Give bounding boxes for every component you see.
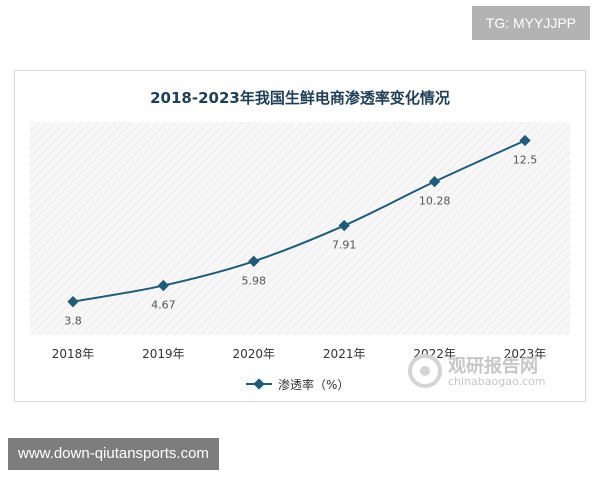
plot-area [30, 122, 570, 335]
footer-url: www.down-qiutansports.com [8, 438, 219, 470]
data-point [519, 134, 531, 147]
chart-title: 2018-2023年我国生鲜电商渗透率变化情况 [150, 89, 450, 107]
x-tick-label: 2023年 [504, 347, 547, 361]
x-tick-label: 2020年 [233, 347, 276, 361]
legend-label: 渗透率（%） [278, 377, 349, 392]
x-tick-label: 2019年 [142, 347, 185, 361]
data-label: 10.28 [419, 195, 451, 208]
data-point [248, 255, 260, 267]
tg-badge: TG: MYYJJPP [471, 6, 590, 40]
watermark-url: chinabaogao.com [448, 375, 546, 388]
legend: 渗透率（%） [246, 377, 349, 392]
data-label: 7.91 [332, 239, 357, 252]
x-tick-label: 2018年 [52, 347, 95, 361]
series-line [72, 139, 526, 303]
data-label: 5.98 [242, 274, 267, 287]
legend-marker [253, 378, 265, 390]
data-label: 12.5 [513, 154, 538, 167]
data-point [338, 219, 350, 232]
data-point [157, 279, 170, 292]
data-point [428, 175, 441, 188]
watermark-title: 观研报告网 [448, 356, 538, 377]
data-label: 4.67 [151, 299, 176, 312]
x-tick-label: 2021年 [323, 347, 366, 361]
watermark-logo-icon [408, 354, 442, 388]
watermark: 观研报告网 chinabaogao.com [404, 352, 554, 394]
data-label: 3.8 [64, 315, 82, 328]
